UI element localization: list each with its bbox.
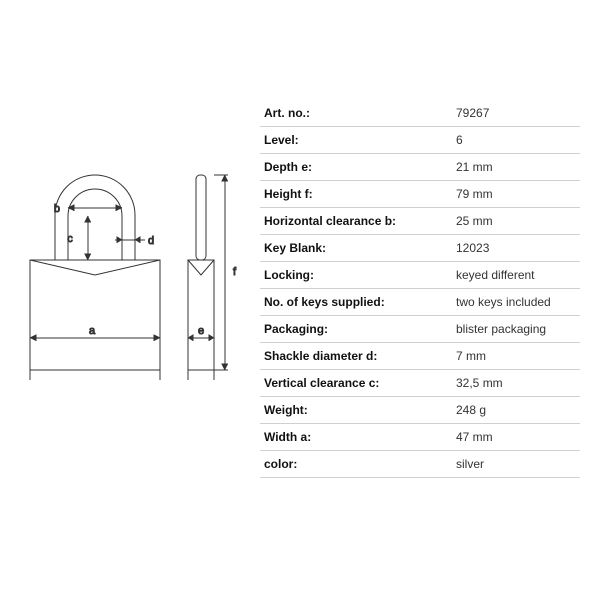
table-row: color:silver — [260, 451, 580, 478]
table-row: Locking:keyed different — [260, 262, 580, 289]
spec-value: 21 mm — [452, 154, 580, 181]
spec-label: Packaging: — [260, 316, 452, 343]
dim-e-label: e — [198, 325, 204, 337]
table-row: Vertical clearance c:32,5 mm — [260, 370, 580, 397]
product-spec-page: a b c d — [0, 0, 600, 600]
spec-label: Level: — [260, 127, 452, 154]
spec-label: Weight: — [260, 397, 452, 424]
spec-label: Art. no.: — [260, 100, 452, 127]
table-row: Width a:47 mm — [260, 424, 580, 451]
spec-label: Locking: — [260, 262, 452, 289]
table-row: Horizontal clearance b:25 mm — [260, 208, 580, 235]
spec-value: 79267 — [452, 100, 580, 127]
spec-value: 47 mm — [452, 424, 580, 451]
table-row: Key Blank:12023 — [260, 235, 580, 262]
spec-label: Width a: — [260, 424, 452, 451]
spec-value: blister packaging — [452, 316, 580, 343]
spec-table-body: Art. no.:79267 Level:6 Depth e:21 mm Hei… — [260, 100, 580, 478]
padlock-diagram: a b c d — [20, 120, 250, 420]
spec-value: 79 mm — [452, 181, 580, 208]
spec-label: No. of keys supplied: — [260, 289, 452, 316]
spec-value: keyed different — [452, 262, 580, 289]
table-row: Level:6 — [260, 127, 580, 154]
table-row: Height f:79 mm — [260, 181, 580, 208]
table-row: Art. no.:79267 — [260, 100, 580, 127]
table-row: Weight:248 g — [260, 397, 580, 424]
table-row: No. of keys supplied:two keys included — [260, 289, 580, 316]
table-row: Shackle diameter d:7 mm — [260, 343, 580, 370]
spec-value: 32,5 mm — [452, 370, 580, 397]
spec-label: Height f: — [260, 181, 452, 208]
spec-value: 12023 — [452, 235, 580, 262]
spec-label: Horizontal clearance b: — [260, 208, 452, 235]
spec-label: Vertical clearance c: — [260, 370, 452, 397]
spec-value: silver — [452, 451, 580, 478]
spec-label: Shackle diameter d: — [260, 343, 452, 370]
spec-label: Key Blank: — [260, 235, 452, 262]
dim-d-label: d — [148, 235, 154, 247]
spec-label: color: — [260, 451, 452, 478]
table-row: Depth e:21 mm — [260, 154, 580, 181]
dim-c-label: c — [67, 233, 73, 245]
dim-a-label: a — [89, 325, 96, 337]
table-row: Packaging:blister packaging — [260, 316, 580, 343]
spec-value: 6 — [452, 127, 580, 154]
spec-value: two keys included — [452, 289, 580, 316]
spec-value: 7 mm — [452, 343, 580, 370]
spec-table: Art. no.:79267 Level:6 Depth e:21 mm Hei… — [260, 100, 580, 478]
padlock-svg: a b c d — [20, 120, 250, 420]
spec-value: 25 mm — [452, 208, 580, 235]
dim-b-label: b — [54, 203, 60, 215]
spec-label: Depth e: — [260, 154, 452, 181]
dim-f-label: f — [233, 266, 237, 278]
spec-value: 248 g — [452, 397, 580, 424]
